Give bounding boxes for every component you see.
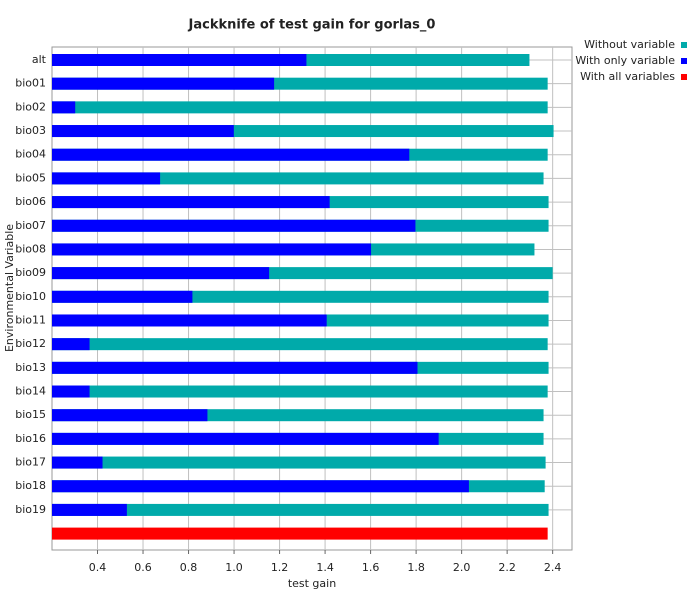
y-tick-label: alt [32,53,47,66]
y-tick-label: bio08 [15,242,46,255]
chart-title: Jackknife of test gain for gorlas_0 [188,18,436,33]
bar [52,267,270,280]
bar [52,172,544,185]
bar [52,456,103,469]
x-tick-label: 0.8 [180,561,198,574]
x-axis-label: test gain [288,577,336,590]
y-tick-label: bio12 [15,337,46,350]
bar [52,54,307,66]
y-tick-label: bio09 [15,266,46,279]
bar [52,314,327,327]
legend-swatch [681,58,687,64]
bar [52,480,469,493]
y-tick-label: bio10 [15,290,46,303]
x-tick-label: 1.4 [316,561,334,574]
legend-label: With only variable [575,54,675,67]
x-tick-label: 2.2 [498,561,516,574]
y-tick-label: bio16 [15,432,46,445]
bar [52,243,372,256]
x-tick-label: 1.6 [362,561,380,574]
x-tick-label: 2.0 [453,561,471,574]
legend-swatch [681,42,687,48]
bar [52,125,234,138]
x-tick-label: 1.0 [225,561,243,574]
bar [52,148,410,161]
x-tick-label: 0.6 [134,561,152,574]
y-tick-label: bio05 [15,171,46,184]
x-tick-label: 2.4 [544,561,562,574]
y-tick-label: bio01 [15,77,46,90]
bar [52,456,546,469]
bar [52,77,275,90]
y-tick-label: bio15 [15,408,46,421]
y-tick-label: bio11 [15,313,46,326]
y-axis-label: Environmental Variable [3,224,16,352]
bar [52,338,90,351]
bar [52,196,330,209]
bar [52,527,548,540]
bar [52,385,90,398]
bar [52,101,76,114]
bar [52,172,161,185]
bar [52,219,416,232]
y-tick-label: bio18 [15,479,46,492]
y-tick-label: bio04 [15,148,46,161]
y-tick-label: bio19 [15,503,46,516]
y-tick-label: bio13 [15,361,46,374]
y-tick-label: bio03 [15,124,46,137]
bar [52,503,549,516]
y-tick-label: bio07 [15,219,46,232]
y-tick-label: bio02 [15,100,46,113]
y-tick-label: bio06 [15,195,46,208]
x-tick-label: 1.2 [271,561,289,574]
legend-label: Without variable [584,38,675,51]
legend-label: With all variables [580,70,675,83]
bar [52,432,439,445]
y-tick-label: bio14 [15,385,46,398]
x-tick-label: 1.8 [407,561,425,574]
bar [52,290,193,303]
bar [52,338,548,351]
bar [52,361,418,374]
bar [52,409,208,422]
bar [52,503,127,516]
legend-swatch [681,74,687,80]
bar [52,101,548,114]
y-tick-label: bio17 [15,456,46,469]
x-tick-label: 0.4 [89,561,107,574]
bar [52,385,548,398]
